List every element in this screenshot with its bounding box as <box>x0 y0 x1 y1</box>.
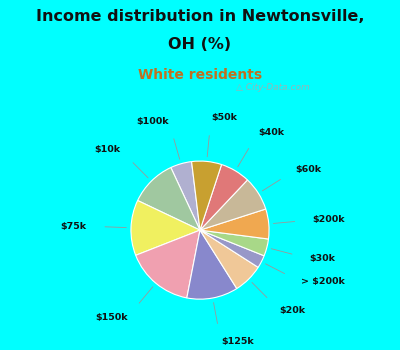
Text: OH (%): OH (%) <box>168 37 232 52</box>
Wedge shape <box>200 230 264 267</box>
Wedge shape <box>200 230 258 288</box>
Text: Income distribution in Newtonsville,: Income distribution in Newtonsville, <box>36 9 364 24</box>
Wedge shape <box>200 164 248 230</box>
Text: $10k: $10k <box>94 145 120 154</box>
Text: $75k: $75k <box>61 222 87 231</box>
Text: > $200k: > $200k <box>301 277 344 286</box>
Wedge shape <box>171 162 200 230</box>
Wedge shape <box>131 201 200 255</box>
Wedge shape <box>138 168 200 230</box>
Wedge shape <box>136 230 200 298</box>
Text: $60k: $60k <box>296 165 322 174</box>
Text: $150k: $150k <box>95 313 128 322</box>
Text: $200k: $200k <box>313 215 345 224</box>
Wedge shape <box>200 180 266 230</box>
Text: White residents: White residents <box>138 68 262 82</box>
Wedge shape <box>187 230 237 299</box>
Wedge shape <box>200 230 268 256</box>
Text: $30k: $30k <box>310 254 336 263</box>
Wedge shape <box>200 209 269 239</box>
Wedge shape <box>192 161 222 230</box>
Text: △ City-Data.com: △ City-Data.com <box>236 83 310 92</box>
Text: $100k: $100k <box>136 117 169 126</box>
Text: $20k: $20k <box>280 306 306 315</box>
Text: $125k: $125k <box>221 337 254 346</box>
Text: $40k: $40k <box>258 128 284 138</box>
Text: $50k: $50k <box>211 113 237 122</box>
